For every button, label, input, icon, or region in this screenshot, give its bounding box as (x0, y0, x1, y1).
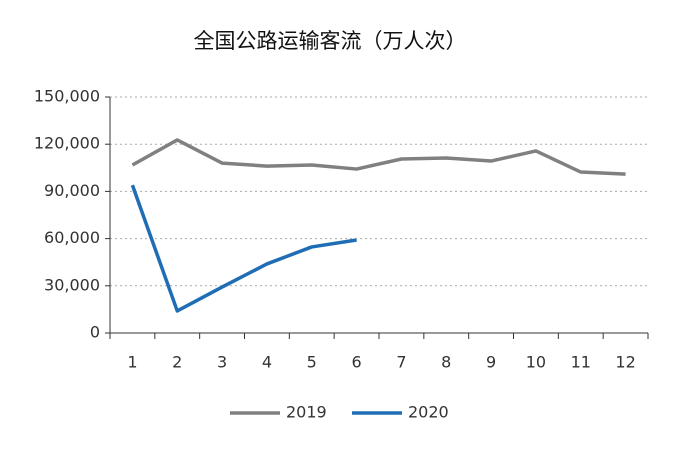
y-tick-label: 0 (90, 323, 100, 342)
series-line (131, 138, 626, 176)
y-tick-label: 30,000 (44, 275, 100, 294)
y-tick-label: 60,000 (44, 228, 100, 247)
x-tick-label: 4 (262, 353, 272, 372)
x-tick-label: 7 (396, 353, 406, 372)
y-tick-label: 120,000 (34, 134, 100, 153)
y-tick-label: 150,000 (34, 87, 100, 106)
x-tick-label: 12 (615, 353, 635, 372)
x-tick-label: 6 (351, 353, 361, 372)
x-tick-label: 5 (307, 353, 317, 372)
x-tick-label: 9 (486, 353, 496, 372)
x-tick-label: 11 (571, 353, 591, 372)
x-tick-label: 8 (441, 353, 451, 372)
x-tick-label: 1 (127, 353, 137, 372)
x-tick-label: 10 (526, 353, 546, 372)
series-line (130, 184, 357, 313)
x-tick-label: 3 (217, 353, 227, 372)
y-tick-label: 90,000 (44, 181, 100, 200)
legend-label: 2020 (408, 403, 449, 422)
x-tick-label: 2 (172, 353, 182, 372)
chart-title: 全国公路运输客流（万人次） (194, 29, 467, 53)
legend-label: 2019 (286, 403, 327, 422)
